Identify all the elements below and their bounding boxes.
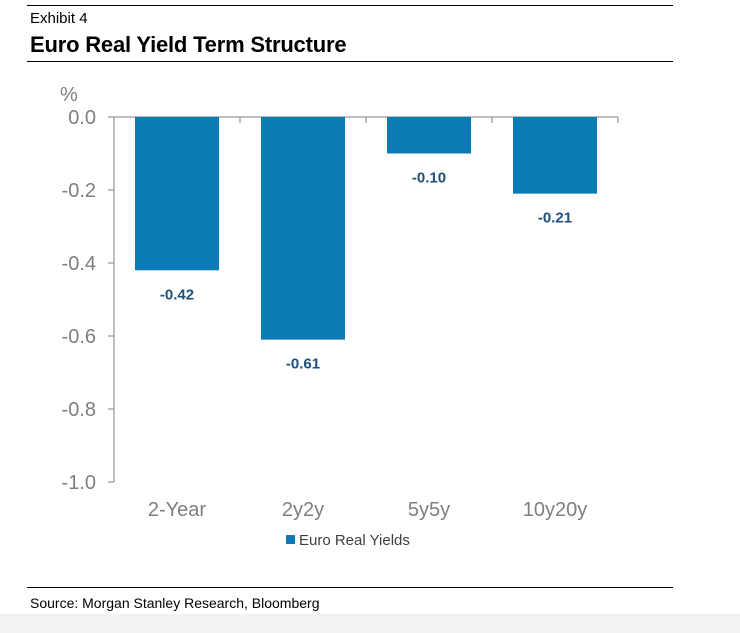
page-bottom-strip	[0, 614, 740, 633]
x-tick-label: 2-Year	[148, 499, 207, 521]
y-tick-label: -0.2	[62, 180, 96, 202]
data-labels: -0.42 -0.61 -0.10 -0.21	[160, 170, 572, 373]
y-tick-label: -1.0	[62, 472, 96, 494]
y-axis-unit-label: %	[60, 84, 78, 106]
bar	[387, 117, 471, 154]
bar	[135, 117, 219, 271]
source-note: Source: Morgan Stanley Research, Bloombe…	[30, 595, 320, 611]
legend-label: Euro Real Yields	[299, 532, 410, 549]
y-axis: 0.0 -0.2 -0.4 -0.6 -0.8 -1.0	[62, 107, 115, 494]
y-tick-label: 0.0	[68, 107, 96, 129]
legend: Euro Real Yields	[286, 532, 410, 549]
top-rule	[27, 5, 673, 6]
data-label: -0.21	[538, 210, 572, 227]
y-tick-label: -0.4	[62, 253, 96, 275]
bar-series	[135, 117, 597, 340]
title-rule	[27, 61, 673, 62]
bar	[513, 117, 597, 194]
data-label: -0.42	[160, 286, 194, 303]
data-label: -0.61	[286, 356, 320, 373]
x-tick-label: 5y5y	[408, 499, 450, 521]
data-label: -0.10	[412, 170, 446, 187]
x-tick-label: 10y20y	[523, 499, 588, 521]
legend-swatch	[286, 535, 295, 544]
y-tick-label: -0.6	[62, 326, 96, 348]
chart-title: Euro Real Yield Term Structure	[30, 32, 347, 57]
source-rule	[27, 587, 673, 588]
x-tick-label: 2y2y	[282, 499, 324, 521]
bar	[261, 117, 345, 340]
exhibit-number: Exhibit 4	[30, 10, 88, 27]
y-tick-label: -0.8	[62, 399, 96, 421]
